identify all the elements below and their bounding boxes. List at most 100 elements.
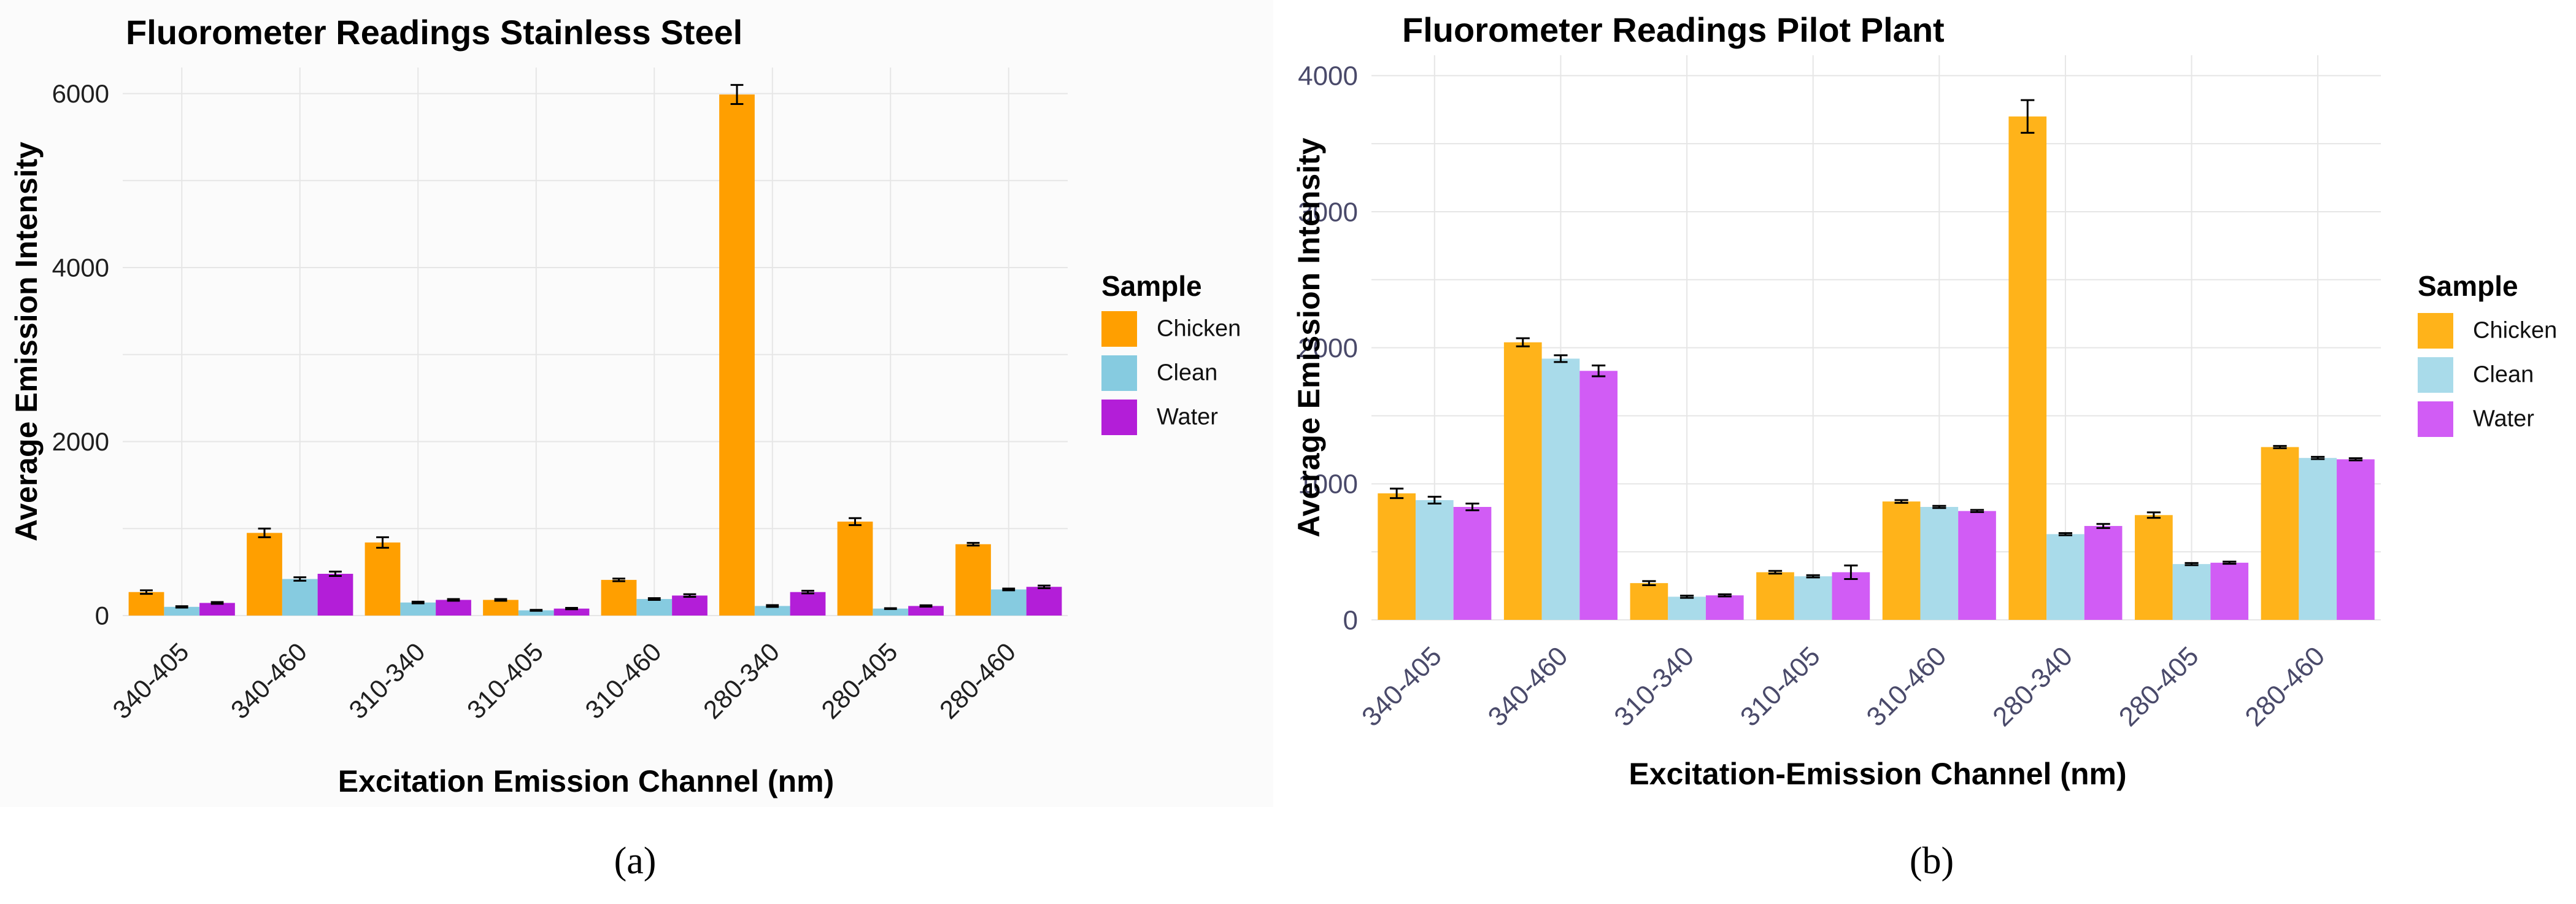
bar-chicken (1503, 342, 1542, 620)
error-bar (494, 598, 507, 602)
bar-water (790, 592, 826, 616)
chart-title: Fluorometer Readings Stainless Steel (126, 13, 742, 52)
bar-water (908, 606, 944, 616)
legend-key-clean (1101, 355, 1137, 391)
bar-water (1832, 572, 1870, 620)
legend-title: Sample (1101, 270, 1202, 302)
panel-caption: (b) (1910, 840, 1954, 882)
error-bar (1768, 570, 1783, 575)
y-tick-label: 1000 (1298, 469, 1358, 500)
bar-chicken (1882, 501, 1921, 620)
error-bar (966, 542, 980, 547)
error-bar (1806, 574, 1820, 579)
error-bar (1718, 593, 1732, 598)
bar-water (2337, 459, 2375, 620)
bar-clean (400, 602, 436, 616)
bar-clean (1668, 597, 1706, 620)
x-axis-title: Excitation Emission Channel (nm) (338, 764, 834, 798)
legend-label: Water (2473, 406, 2534, 432)
y-tick-label: 4000 (52, 253, 109, 282)
error-bar (766, 604, 779, 608)
error-bar (647, 597, 661, 601)
panel-a-background (0, 0, 1273, 807)
error-bar (2021, 99, 2035, 134)
error-bar (1592, 364, 1606, 377)
bar-clean (1415, 500, 1454, 620)
bar-chicken (1630, 583, 1668, 620)
legend-key-chicken (2418, 313, 2453, 349)
bar-clean (2046, 534, 2084, 620)
legend-key-water (1101, 400, 1137, 435)
error-bar (801, 590, 814, 595)
bar-water (1026, 587, 1062, 616)
bar-chicken (364, 542, 401, 616)
error-bar (140, 589, 153, 595)
chart-title: Fluorometer Readings Pilot Plant (1402, 10, 1945, 49)
bar-clean (2172, 564, 2211, 620)
error-bar (530, 609, 543, 612)
error-bar (730, 83, 744, 106)
error-bar (1679, 595, 1694, 599)
error-bar (1932, 504, 1946, 509)
bar-water (317, 573, 353, 616)
bar-clean (2299, 458, 2337, 620)
bar-chicken (483, 600, 519, 616)
bar-water (1958, 511, 1996, 620)
error-bar (210, 601, 224, 605)
y-tick-label: 6000 (52, 79, 109, 108)
error-bar (919, 604, 933, 608)
error-bar (2273, 445, 2287, 449)
legend-label: Chicken (2473, 318, 2557, 344)
error-bar (683, 593, 696, 598)
bar-clean (636, 599, 673, 616)
legend-label: Clean (2473, 362, 2534, 388)
y-axis-title: Average Emission Intensity (9, 142, 44, 541)
error-bar (1970, 509, 1984, 513)
bar-water (672, 595, 708, 616)
bar-clean (1794, 576, 1832, 620)
y-tick-label: 3000 (1298, 197, 1358, 227)
legend-key-water (2418, 401, 2453, 437)
bar-clean (164, 606, 200, 616)
legend-title: Sample (2418, 270, 2518, 302)
error-bar (411, 600, 425, 605)
bar-water (1705, 595, 1744, 620)
bar-chicken (837, 521, 873, 616)
error-bar (2223, 560, 2237, 565)
error-bar (376, 536, 389, 549)
legend-key-clean (2418, 357, 2453, 393)
error-bar (1427, 495, 1441, 504)
y-tick-label: 2000 (1298, 333, 1358, 363)
bar-clean (282, 579, 318, 616)
error-bar (884, 607, 897, 610)
bar-chicken (1756, 572, 1794, 620)
bar-chicken (2008, 116, 2047, 620)
error-bar (1844, 564, 1858, 580)
bar-chicken (601, 579, 637, 616)
bar-chicken (1378, 493, 1416, 620)
bar-water (553, 608, 590, 616)
bar-clean (1920, 507, 1959, 620)
error-bar (1554, 354, 1568, 363)
bar-water (1453, 507, 1492, 620)
error-bar (2146, 511, 2161, 519)
legend-label: Chicken (1157, 316, 1241, 342)
bar-clean (873, 608, 909, 616)
y-tick-label: 4000 (1298, 61, 1358, 91)
error-bar (1894, 499, 1908, 504)
y-tick-label: 0 (1343, 605, 1358, 635)
bar-water (199, 603, 235, 616)
bar-water (2210, 562, 2249, 620)
error-bar (1516, 337, 1530, 347)
error-bar (175, 605, 188, 609)
error-bar (2185, 562, 2199, 566)
error-bar (1390, 487, 1404, 500)
error-bar (293, 576, 307, 582)
bar-clean (754, 606, 790, 616)
error-bar (1002, 587, 1016, 592)
bar-clean (1541, 358, 1580, 620)
x-axis-title: Excitation-Emission Channel (nm) (1629, 757, 2126, 791)
error-bar (2058, 532, 2073, 536)
bar-water (2084, 526, 2123, 620)
